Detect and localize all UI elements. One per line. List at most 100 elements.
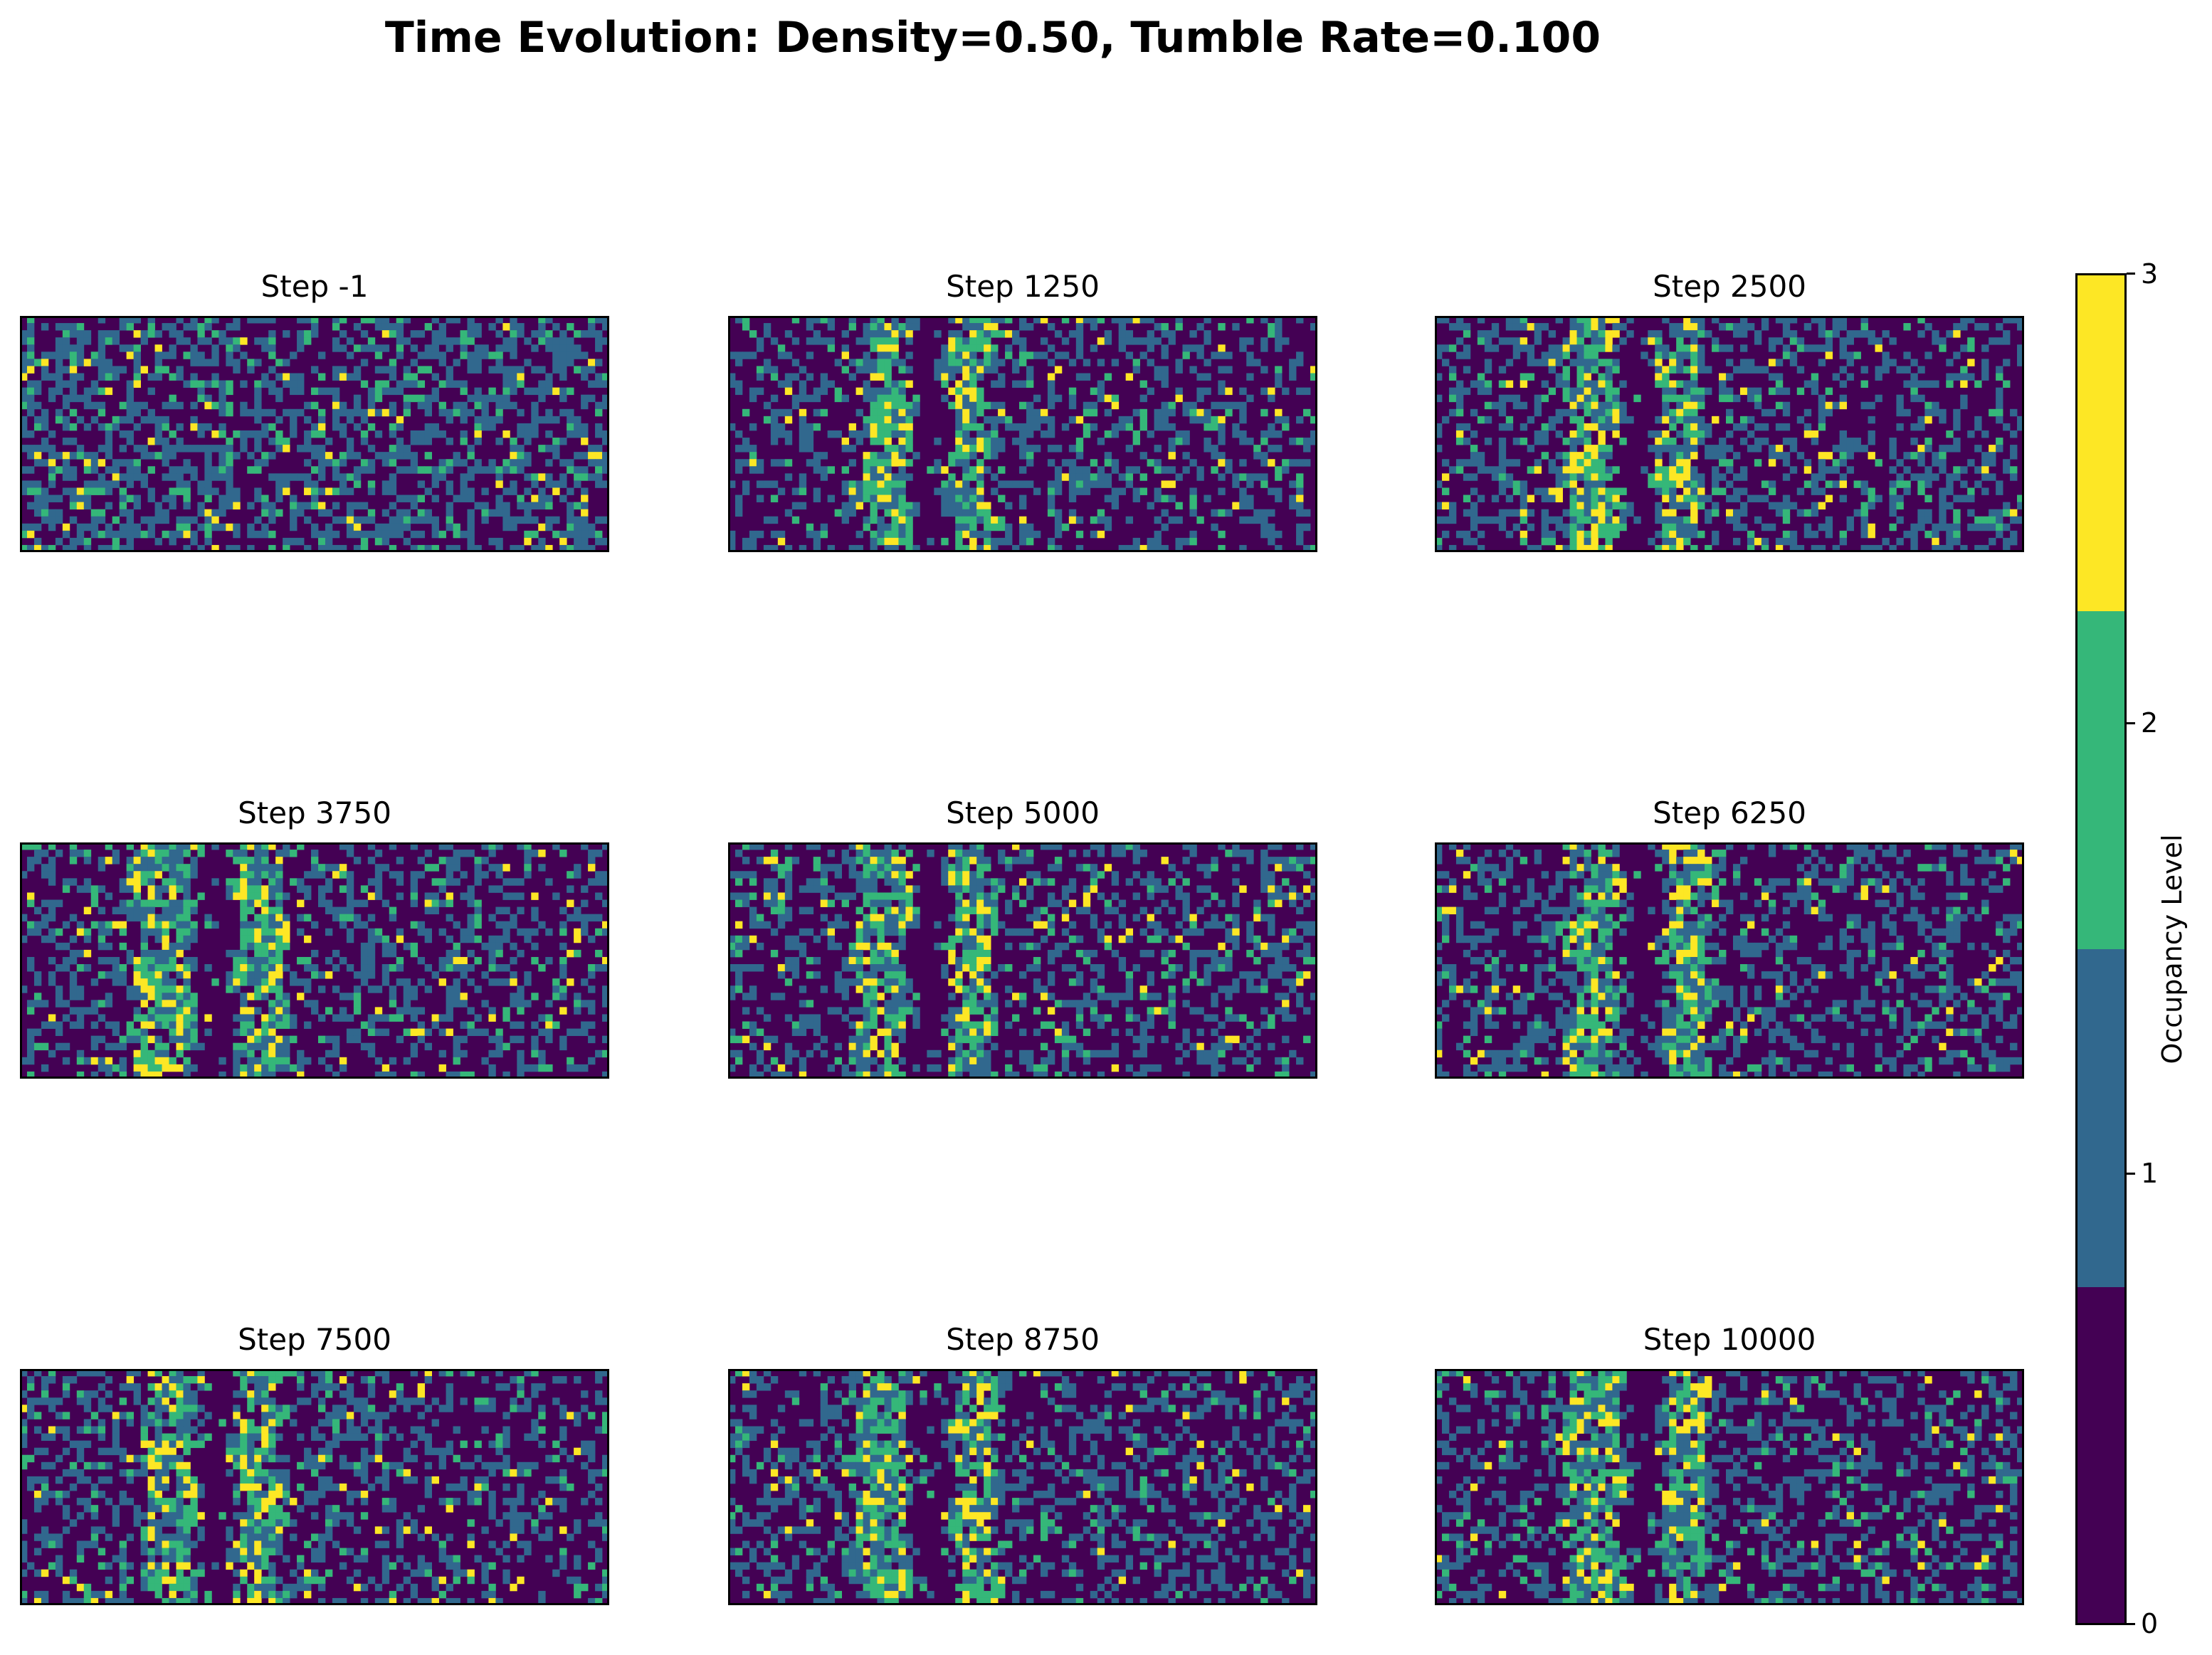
heatmap-cell — [1576, 430, 1584, 438]
heatmap-cell — [1875, 366, 1882, 374]
heatmap-cell — [1147, 337, 1154, 345]
heatmap-cell — [126, 394, 135, 403]
heatmap-cell — [1441, 502, 1450, 510]
heatmap-cell — [453, 964, 460, 972]
heatmap-cell — [524, 359, 532, 366]
heatmap-cell — [467, 323, 475, 331]
heatmap-cell — [770, 373, 779, 381]
heatmap-cell — [346, 993, 354, 1000]
heatmap-cell — [1061, 337, 1070, 345]
heatmap-cell — [1705, 423, 1712, 431]
heatmap-cell — [912, 502, 920, 510]
heatmap-cell — [1676, 502, 1684, 510]
heatmap-cell — [1648, 480, 1655, 488]
heatmap-cell — [211, 466, 219, 474]
heatmap-cell — [261, 949, 269, 958]
heatmap-cell — [1512, 459, 1521, 467]
heatmap-cell — [20, 544, 28, 552]
heatmap-cell — [870, 502, 878, 510]
heatmap-cell — [1189, 495, 1197, 502]
heatmap-cell — [197, 842, 205, 850]
heatmap-cell — [552, 387, 560, 396]
heatmap-cell — [976, 487, 984, 495]
heatmap-cell — [1168, 452, 1176, 460]
heatmap-cell — [1569, 530, 1577, 539]
heatmap-cell — [502, 394, 510, 403]
heatmap-cell — [806, 351, 814, 359]
heatmap-cell — [481, 394, 489, 403]
heatmap-cell — [1527, 445, 1535, 453]
heatmap-cell — [1690, 337, 1698, 345]
heatmap-cell — [1996, 516, 2003, 524]
heatmap-cell — [474, 921, 482, 929]
heatmap-cell — [1739, 509, 1748, 517]
heatmap-cell — [33, 487, 42, 495]
heatmap-cell — [154, 537, 162, 546]
heatmap-cell — [870, 509, 878, 517]
heatmap-cell — [502, 892, 510, 900]
heatmap-cell — [581, 516, 589, 524]
heatmap-cell — [83, 537, 92, 546]
heatmap-cell — [1683, 480, 1691, 488]
heatmap-cell — [360, 408, 369, 417]
heatmap-cell — [1775, 452, 1784, 460]
heatmap-cell — [1584, 445, 1591, 453]
heatmap-cell — [69, 487, 78, 495]
heatmap-cell — [98, 337, 106, 345]
heatmap-cell — [517, 423, 525, 431]
heatmap-cell — [332, 985, 340, 993]
heatmap-cell — [41, 516, 49, 524]
heatmap-cell — [374, 530, 383, 539]
heatmap-cell — [481, 502, 489, 510]
heatmap-cell — [360, 344, 369, 352]
heatmap-cell — [998, 408, 1006, 417]
heatmap-cell — [346, 1028, 354, 1037]
heatmap-cell — [1726, 344, 1734, 352]
heatmap-cell — [1576, 495, 1584, 502]
heatmap-cell — [83, 459, 92, 467]
heatmap-cell — [784, 416, 793, 424]
heatmap-cell — [991, 438, 999, 445]
heatmap-cell — [1669, 380, 1677, 388]
heatmap-cell — [1989, 537, 1996, 546]
heatmap-cell — [133, 1014, 141, 1022]
heatmap-cell — [1026, 452, 1034, 460]
heatmap-cell — [297, 1057, 305, 1065]
heatmap-cell — [1019, 502, 1027, 510]
heatmap-cell — [1860, 316, 1868, 324]
heatmap-cell — [1917, 423, 1925, 431]
heatmap-cell — [112, 921, 120, 929]
heatmap-cell — [297, 344, 305, 352]
heatmap-cell — [1275, 530, 1283, 539]
heatmap-cell — [438, 928, 446, 936]
heatmap-cell — [976, 495, 984, 502]
heatmap-cell — [1619, 401, 1627, 410]
heatmap-cell — [211, 878, 219, 886]
heatmap-cell — [204, 1014, 212, 1022]
heatmap-cell — [567, 466, 574, 474]
heatmap-cell — [460, 1049, 468, 1058]
heatmap-cell — [1569, 537, 1577, 546]
heatmap-cell — [1111, 502, 1120, 510]
heatmap-cell — [90, 530, 99, 539]
heatmap-cell — [488, 466, 496, 474]
heatmap-cell — [169, 1035, 177, 1044]
heatmap-cell — [1761, 366, 1769, 374]
heatmap-cell — [1132, 438, 1141, 445]
heatmap-cell — [26, 394, 35, 403]
heatmap-cell — [381, 935, 390, 943]
heatmap-cell — [962, 344, 970, 352]
heatmap-cell — [140, 516, 148, 524]
heatmap-cell — [559, 921, 567, 929]
heatmap-cell — [552, 359, 560, 366]
heatmap-cell — [1441, 516, 1450, 524]
heatmap-cell — [261, 1021, 269, 1029]
heatmap-cell — [275, 487, 283, 495]
heatmap-cell — [453, 408, 460, 417]
heatmap-cell — [1683, 523, 1691, 532]
heatmap-cell — [877, 423, 885, 431]
heatmap-cell — [1754, 387, 1762, 396]
heatmap-cell — [1584, 401, 1591, 410]
heatmap-cell — [389, 480, 397, 488]
heatmap-cell — [297, 316, 305, 324]
